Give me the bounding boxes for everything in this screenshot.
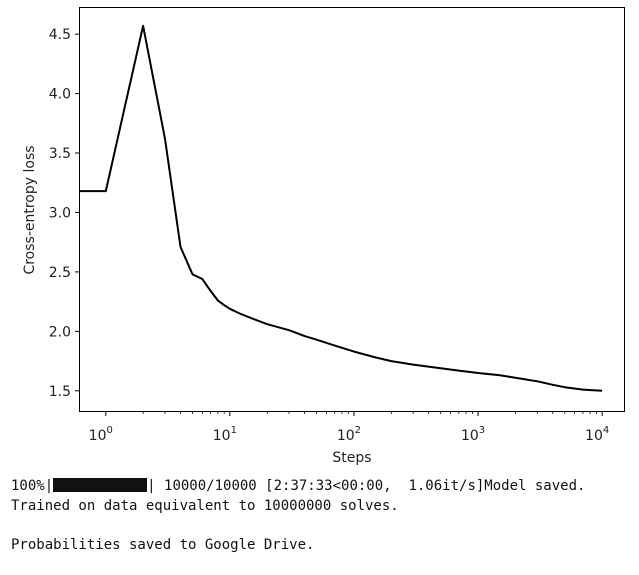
y-tick-label: 3.5 [49, 146, 71, 162]
blank-line [11, 516, 636, 536]
x-tick-label: 102 [337, 425, 361, 444]
loss-chart: 1.5 2.0 2.5 3.0 3.5 4.0 4.5 100 101 102 103 104 St… [22, 7, 625, 466]
progress-percent: 100% [11, 478, 45, 494]
loss-line [80, 24, 603, 392]
plot-area [79, 7, 625, 412]
y-tick-label: 2.0 [49, 324, 71, 340]
x-tick-label: 104 [585, 425, 609, 444]
y-tick-label: 3.0 [49, 205, 71, 221]
saved-line: Probabilities saved to Google Drive. [11, 536, 315, 553]
console-output: 100%| | 10000/10000 [2:37:33<00:00, 1.06i… [11, 477, 636, 555]
y-tick-label: 4.0 [49, 87, 71, 103]
x-tick-label: 103 [461, 425, 485, 444]
trained-line: Trained on data equivalent to 10000000 s… [11, 497, 399, 514]
y-tick-label: 2.5 [49, 265, 71, 281]
x-axis-label: Steps [332, 450, 371, 466]
progress-line: 100%| | 10000/10000 [2:37:33<00:00, 1.06i… [11, 477, 636, 497]
x-tick-label: 100 [89, 425, 113, 444]
y-tick-label: 1.5 [49, 384, 71, 400]
progress-status: | 10000/10000 [2:37:33<00:00, 1.06it/s]M… [147, 478, 586, 494]
progress-bar [53, 478, 148, 492]
progress-separator: | [44, 478, 54, 494]
y-tick-label: 4.5 [49, 27, 71, 43]
x-tick-label: 101 [213, 425, 237, 444]
y-axis-label: Cross-entropy loss [22, 145, 38, 274]
